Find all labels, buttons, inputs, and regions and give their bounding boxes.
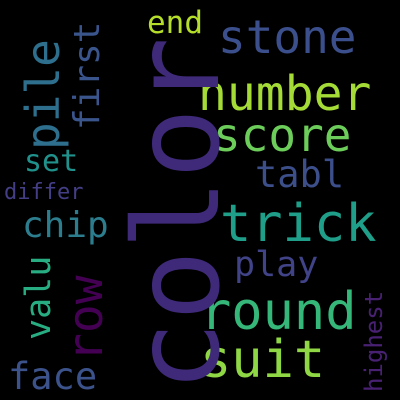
word-play: play xyxy=(234,245,319,285)
word-tabl: first xyxy=(67,21,108,130)
word-trick: trick xyxy=(220,194,377,254)
word-highest: highest xyxy=(360,290,388,392)
word-score: score xyxy=(213,108,352,162)
word-color: color xyxy=(108,36,246,392)
word-row: row xyxy=(58,275,114,362)
word-suit: suit xyxy=(200,330,326,390)
word-stone: stone xyxy=(218,10,357,64)
word-round: round xyxy=(200,282,357,342)
word-number: number xyxy=(198,66,372,122)
word-differ: differ xyxy=(4,180,84,205)
word-pile: pile xyxy=(16,39,70,150)
word-end: end xyxy=(147,5,203,41)
word-first: tabl xyxy=(255,153,345,196)
word-face: face xyxy=(8,355,98,398)
word-valu: valu xyxy=(19,255,59,340)
word-set: set xyxy=(24,144,79,179)
word-chip: chip xyxy=(22,205,109,246)
